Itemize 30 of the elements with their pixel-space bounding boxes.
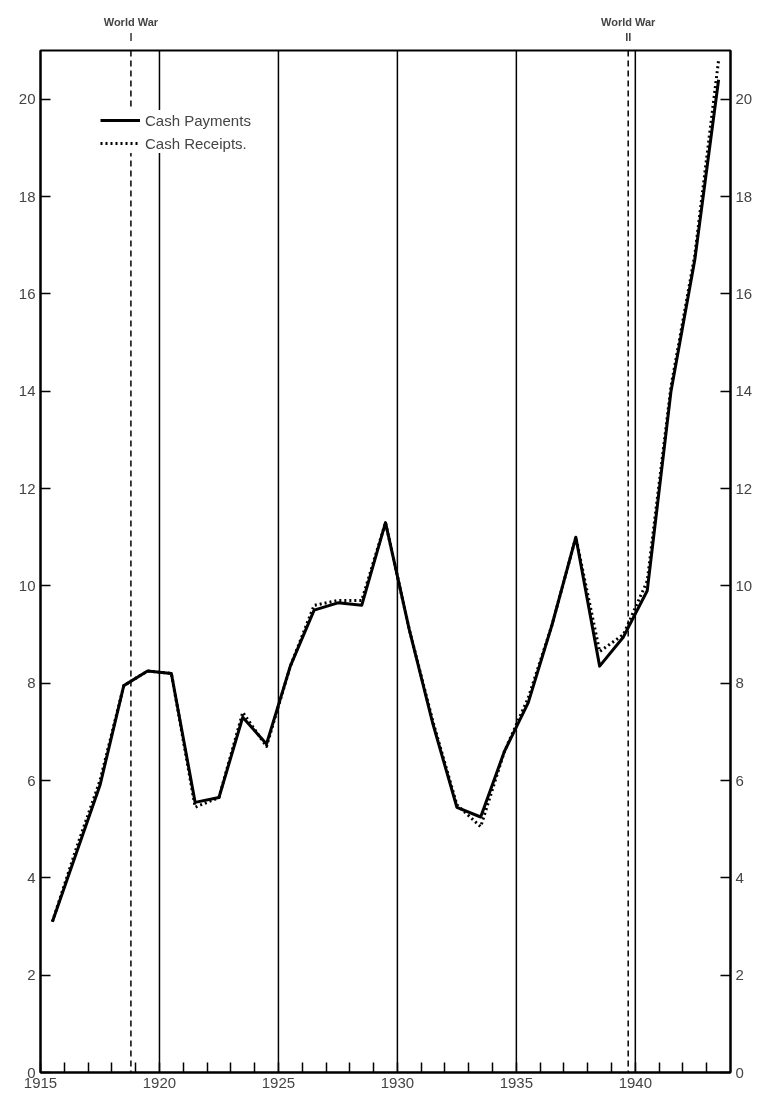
y2-tick-label: 10 [735,576,753,594]
x-tick-label: 1940 [618,1073,653,1091]
y-tick-label: 2 [27,966,36,984]
y2-tick-label: 20 [735,90,753,108]
y-tick-label: 18 [18,187,36,205]
y2-tick-label: 14 [735,382,753,400]
y2-tick-label: 16 [735,284,753,302]
x-tick-label: 1920 [142,1073,177,1091]
y-tick-label: 20 [18,90,36,108]
x-tick-label: 1925 [261,1073,296,1091]
y2-tick-label: 0 [735,1063,744,1081]
y2-tick-label: 6 [735,771,744,789]
y2-tick-label: 2 [735,966,744,984]
y2-tick-label: 8 [735,674,744,692]
y-tick-label: 16 [18,284,36,302]
legend-label: Cash Receipts. [145,134,247,152]
ref-line-label: World War I [103,16,159,43]
y2-tick-label: 12 [735,479,753,497]
y-tick-label: 4 [27,868,36,886]
y2-tick-label: 18 [735,187,753,205]
ref-line-label: World War II [601,16,657,43]
y2-tick-label: 4 [735,868,744,886]
y-tick-label: 8 [27,674,36,692]
y-tick-label: 12 [18,479,36,497]
y-tick-label: 10 [18,576,36,594]
y-tick-label: 14 [18,382,36,400]
legend-label: Cash Payments [145,111,251,129]
x-tick-label: 1930 [380,1073,415,1091]
y-tick-label: 6 [27,771,36,789]
x-tick-label: 1935 [499,1073,534,1091]
